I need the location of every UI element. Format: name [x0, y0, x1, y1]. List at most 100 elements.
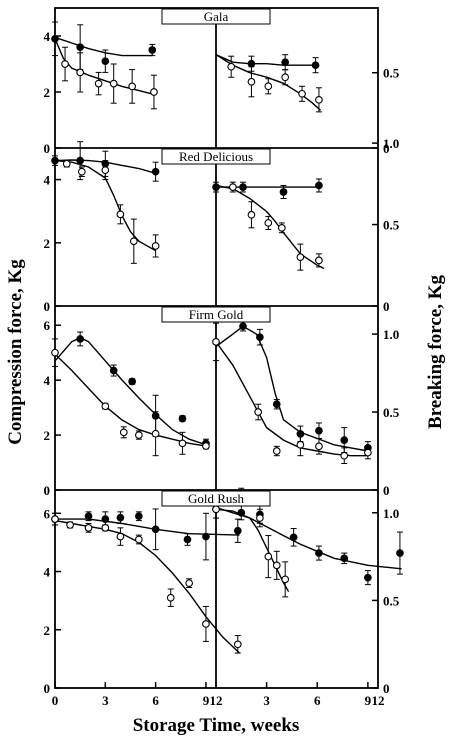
data-point-open: [315, 442, 323, 451]
data-point-filled: [101, 57, 110, 66]
data-point-open: [109, 79, 118, 88]
data-point-filled: [311, 61, 320, 70]
data-point-filled: [212, 183, 220, 191]
data-point-filled: [340, 554, 349, 563]
y-tick-label-left: 0: [44, 681, 51, 696]
data-point-open: [212, 505, 220, 514]
data-point-open: [340, 451, 349, 460]
y-tick-label-left: 0: [44, 141, 51, 156]
data-point-filled: [76, 43, 85, 52]
panel-firm-gold: 0 2 4 6 0 0.5 1.0 Firm Gold: [44, 306, 400, 498]
data-point-open: [254, 408, 263, 416]
plot-layer: 0 2 4 0 0.5 Gala 0 2 4 0 0.5 1.0 Red Delicious 0 2 4 6 0 0…: [44, 7, 404, 708]
data-point-filled: [233, 526, 242, 535]
data-point-filled: [364, 573, 372, 582]
y-tick-label-left: 4: [44, 373, 51, 388]
data-point-filled: [239, 322, 247, 331]
data-point-open: [227, 62, 236, 71]
data-point-open: [229, 183, 237, 191]
x-tick-label: 6: [152, 693, 159, 708]
fit-line-filled: [215, 508, 402, 570]
data-point-open: [264, 82, 273, 91]
data-point-filled: [101, 515, 110, 523]
y-tick-label-right: 0: [383, 299, 390, 314]
panel-title-box: [161, 490, 271, 507]
y-tick-label-right: 0: [383, 483, 390, 498]
data-point-filled: [340, 436, 349, 444]
panel-red-delicious: 0 2 4 0 0.5 1.0 Red Delicious: [44, 136, 400, 314]
y-tick-label-right: 1.0: [383, 506, 399, 521]
data-point-filled: [315, 426, 323, 435]
data-point-filled: [396, 549, 404, 557]
data-point-filled: [151, 525, 160, 534]
data-point-open: [315, 95, 323, 104]
panel-title: Red Delicious: [179, 149, 253, 164]
data-point-open: [202, 620, 210, 628]
panel-gold-rush: 0 2 4 6 0 0.5 1.0 Gold Rush: [44, 487, 404, 696]
y-tick-label-left: 2: [44, 236, 51, 251]
y-tick-label-left: 2: [44, 85, 51, 100]
x-tick-label: 0: [52, 693, 59, 708]
data-point-open: [66, 521, 74, 529]
data-point-filled: [151, 167, 160, 176]
data-point-open: [247, 77, 256, 86]
y-tick-label-right: 0: [383, 141, 390, 156]
x-axis-label: Storage Time, weeks: [133, 715, 300, 736]
y-tick-label-right: 0.5: [383, 405, 400, 420]
data-point-filled: [239, 183, 247, 191]
fit-line-open: [215, 184, 325, 270]
data-point-open: [256, 514, 264, 522]
data-point-open: [185, 579, 194, 588]
data-point-filled: [279, 188, 288, 196]
data-point-filled: [315, 181, 323, 190]
data-point-open: [247, 210, 256, 219]
data-point-open: [364, 448, 372, 457]
data-point-open: [128, 82, 136, 91]
data-point-filled: [178, 414, 187, 423]
data-point-filled: [76, 156, 85, 165]
data-point-open: [281, 73, 290, 82]
x-tick-label: 6: [314, 693, 321, 708]
fit-line-open: [54, 519, 240, 654]
data-point-open: [76, 68, 85, 77]
y-tick-label-left: 4: [44, 565, 51, 580]
fit-line-open: [54, 159, 156, 252]
data-point-open: [166, 593, 175, 602]
x-tick-label: 12: [372, 693, 385, 708]
x-tick-label: 12: [210, 693, 223, 708]
data-point-filled: [135, 512, 143, 521]
x-tick-label: 9: [203, 693, 210, 708]
data-point-open: [61, 60, 69, 68]
y-tick-label-right: 1.0: [383, 136, 399, 151]
y-tick-label-right: 0.5: [383, 593, 400, 608]
data-point-filled: [109, 366, 118, 375]
data-point-filled: [256, 333, 264, 342]
data-point-open: [150, 88, 158, 96]
data-point-open: [116, 210, 125, 219]
data-point-filled: [84, 512, 93, 521]
panel-title: Gold Rush: [188, 491, 244, 506]
panel-title-box: [161, 306, 271, 323]
y-tick-label-right: 1.0: [383, 327, 399, 342]
data-point-open: [101, 166, 110, 174]
y-tick-label-left: 2: [44, 428, 51, 443]
fit-line-filled: [54, 336, 207, 446]
data-point-open: [202, 442, 210, 450]
y-tick-label-left: 4: [44, 173, 51, 188]
data-point-open: [272, 561, 281, 570]
panel-gala: 0 2 4 0 0.5 Gala: [44, 8, 400, 156]
data-point-open: [298, 89, 306, 98]
fit-line-open: [215, 54, 322, 111]
x-tick-label: 3: [263, 693, 270, 708]
panel-title: Firm Gold: [189, 307, 244, 322]
x-tick-label: 3: [102, 693, 109, 708]
y-tick-label-right: 0.5: [383, 66, 400, 81]
fit-line-filled: [54, 36, 153, 57]
data-point-open: [151, 242, 160, 250]
panel-title: Gala: [204, 9, 229, 24]
data-point-open: [119, 428, 128, 437]
data-point-open: [315, 256, 323, 265]
data-point-open: [272, 447, 281, 455]
data-point-open: [51, 348, 59, 357]
data-point-open: [264, 219, 273, 227]
